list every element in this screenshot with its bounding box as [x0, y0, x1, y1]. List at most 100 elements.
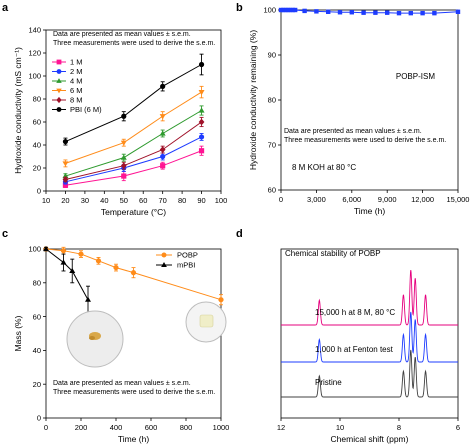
panel-a-point	[198, 134, 205, 140]
panel-a-legend-marker	[56, 78, 62, 83]
panel-d-spectrum-line	[281, 269, 458, 326]
panel-a-series-line	[65, 110, 202, 177]
panel-c-legend-marker	[161, 252, 167, 258]
panel-a-xtick-label: 30	[81, 196, 89, 205]
panel-c-xtick-label: 200	[75, 423, 88, 432]
panel-a-point	[160, 83, 166, 89]
panel-c-xtick-label: 800	[180, 423, 193, 432]
panel-a-point	[120, 140, 127, 146]
panel-a-legend-marker	[56, 69, 62, 74]
panel-d-label-1000h: 1,000 h at Fenton test	[315, 345, 394, 354]
panel-a-series-line	[65, 136, 202, 183]
panel-a-point	[198, 118, 205, 126]
panel-c-ytick-label: 80	[33, 279, 41, 288]
panel-d-xtick-label: 10	[336, 423, 344, 432]
panel-b-condition: 8 M KOH at 80 °C	[292, 163, 356, 172]
panel-a-point	[159, 114, 166, 120]
panel-a-y-axis-label: Hydroxide conductivity (mS cm⁻¹)	[13, 47, 23, 174]
panel-a-ytick-label: 140	[28, 26, 41, 35]
panel-c-note-line-1: Data are presented as mean values ± s.e.…	[53, 380, 191, 387]
panel-d-label-pristine: Pristine	[315, 378, 342, 387]
panel-c-xtick-label: 600	[145, 423, 158, 432]
panel-a-legend-label: 8 M	[70, 96, 83, 105]
panel-a-legend-label: 6 M	[70, 86, 83, 95]
panel-c-ytick-label: 20	[33, 380, 41, 389]
panel-a-xtick-label: 50	[120, 196, 128, 205]
panel-a-legend-marker	[56, 96, 62, 104]
panel-label-c: c	[2, 228, 8, 240]
panel-a-ytick-label: 120	[28, 49, 41, 58]
panel-a-legend-marker	[56, 107, 62, 112]
panel-b-point	[432, 10, 437, 16]
panel-a-point	[160, 163, 166, 169]
panel-a-legend-label: 4 M	[70, 77, 83, 86]
panel-b-ytick-label: 100	[263, 6, 276, 15]
panel-a-x-axis-label: Temperature (°C)	[101, 207, 166, 217]
panel-c-legend-label: POBP	[177, 251, 198, 260]
panel-b-point	[285, 7, 291, 13]
panel-a-xtick-label: 70	[158, 196, 166, 205]
panel-a-legend-marker	[56, 88, 62, 94]
panel-b-point	[314, 9, 319, 14]
panel-c-x-axis-label: Time (h)	[118, 434, 149, 444]
panel-b-series-line	[281, 9, 459, 14]
panel-b-note-line-1: Data are presented as mean values ± s.e.…	[284, 128, 422, 135]
panel-a-xtick-label: 40	[100, 196, 108, 205]
panel-a-xtick-label: 90	[197, 196, 205, 205]
panel-a-point	[198, 107, 205, 113]
panel-c-ytick-label: 60	[33, 312, 41, 321]
panel-a-xtick-label: 60	[139, 196, 147, 205]
panel-a-series-line	[65, 121, 202, 180]
panel-d-plot-frame	[280, 248, 459, 419]
panel-b-point	[420, 10, 425, 16]
panel-b-point	[290, 7, 295, 13]
panel-a-point	[198, 61, 205, 68]
panel-b-note-line-2: Three measurements were used to derive t…	[284, 137, 446, 144]
panel-b-xtick-label: 6,000	[342, 195, 361, 204]
panel-a-point	[120, 162, 127, 170]
panel-c-point	[130, 270, 137, 276]
panel-b-point	[281, 7, 286, 13]
panel-c-y-axis-label: Mass (%)	[13, 315, 23, 351]
panel-b-ytick-label: 70	[268, 141, 276, 150]
panel-a-xtick-label: 20	[61, 196, 69, 205]
panel-c-series-line	[45, 248, 89, 300]
panel-b-y-axis-label: Hydroxide conductivity remaining (%)	[248, 30, 258, 170]
panel-b-point	[408, 10, 413, 16]
panel-b-xtick-label: 15,000	[447, 195, 470, 204]
panel-a-series-line	[65, 150, 202, 186]
panel-d-x-axis-label: Chemical shift (ppm)	[331, 434, 409, 444]
panel-a-point	[159, 130, 166, 136]
panel-c-point	[113, 264, 119, 271]
panel-a-ytick-label: 0	[37, 187, 41, 196]
panel-b-x-axis-label: Time (h)	[354, 206, 385, 216]
panel-b-point	[373, 10, 378, 15]
panel-b-ytick-label: 60	[268, 186, 276, 195]
panel-b-point	[292, 7, 298, 13]
panel-b-ytick-label: 80	[268, 96, 276, 105]
panel-c-note-line-2: Three measurements were used to derive t…	[53, 389, 215, 396]
panel-b-ytick-label: 90	[268, 51, 276, 60]
panel-d-nmr-chart: 12 10 8 6 Chemical shift (ppm)	[277, 248, 460, 444]
panel-a-ytick-label: 80	[33, 95, 41, 104]
panel-c-point	[60, 248, 67, 254]
panel-d-title: Chemical stability of POBP	[285, 249, 381, 258]
panel-label-d: d	[236, 228, 243, 240]
sample-photo-pobp	[185, 301, 227, 343]
panel-d-spectrum-line	[281, 349, 458, 398]
panel-b-point	[288, 7, 293, 13]
panel-c-point	[60, 259, 67, 265]
panel-a-point	[160, 153, 166, 160]
panel-a-ytick-label: 20	[33, 164, 41, 173]
panel-b-point	[455, 9, 461, 14]
panel-c-ytick-label: 0	[37, 414, 41, 423]
panel-b-point	[385, 10, 390, 15]
panel-c-point	[218, 297, 224, 303]
panel-b-point	[396, 10, 402, 16]
panel-a-xtick-label: 100	[215, 196, 228, 205]
panel-c-legend-label: mPBI	[177, 261, 195, 270]
panel-a-ytick-label: 100	[28, 72, 41, 81]
panel-b-point	[337, 10, 343, 15]
panel-a-series-line	[65, 64, 202, 143]
